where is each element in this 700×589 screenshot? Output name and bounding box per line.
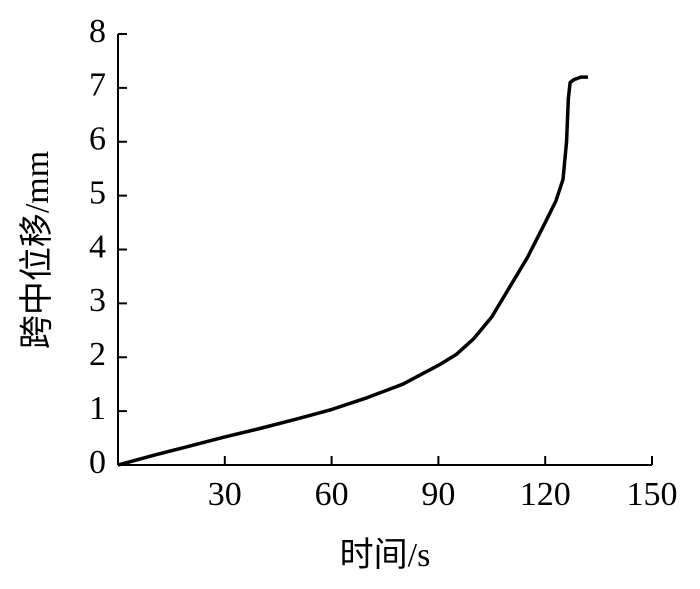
x-tick-label: 120 [520,476,571,513]
y-tick-label: 6 [89,121,106,158]
y-tick-label: 8 [89,13,106,50]
y-tick-label: 1 [89,390,106,427]
x-tick-label: 60 [315,476,349,513]
y-tick-label: 0 [89,444,106,481]
x-tick-label: 90 [421,476,455,513]
data-line [117,75,588,467]
x-axis-label: 时间/s [340,537,431,574]
y-tick-label: 5 [89,174,106,211]
y-tick-label: 4 [89,228,106,265]
x-tick-label: 150 [627,476,678,513]
y-tick-label: 2 [89,336,106,373]
y-tick-label: 3 [89,282,106,319]
y-tick-label: 7 [89,67,106,104]
y-axis-label: 跨中位移/mm [18,151,56,349]
x-tick-label: 30 [208,476,242,513]
